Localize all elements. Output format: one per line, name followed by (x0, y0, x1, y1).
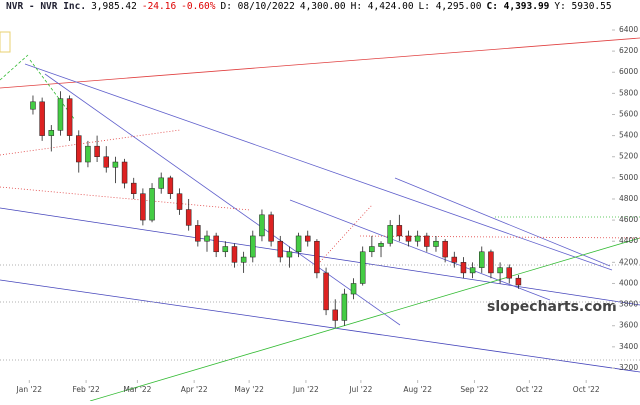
x-tick-label: May '22 (234, 385, 264, 394)
candle-body (140, 193, 146, 221)
candle-body (332, 309, 338, 321)
candle-body (85, 145, 91, 163)
y-tick-label: 5800 (619, 88, 638, 97)
candle-body (130, 182, 137, 194)
candle-body (295, 235, 302, 253)
candle-body (30, 101, 36, 110)
candle-body (112, 161, 119, 168)
candle-body (414, 235, 421, 242)
low: L: 4,295.00 (418, 1, 482, 12)
candle-body (76, 135, 82, 163)
candle-body (57, 98, 64, 131)
candle-body (304, 235, 311, 242)
candle-body (176, 193, 183, 210)
y-tick-label: 4200 (619, 257, 638, 266)
candle-body (149, 188, 155, 221)
candle-body (341, 293, 348, 321)
x-tick-label: Apr '22 (181, 385, 208, 394)
last-price: 3,985.42 (91, 1, 137, 12)
candle-body (185, 209, 192, 226)
candle-body (469, 267, 476, 274)
trendlines (0, 37, 640, 402)
candle-body (240, 256, 247, 263)
x-tick-label: Aug '22 (403, 385, 432, 394)
candle-body (359, 251, 366, 284)
candle-body (396, 225, 403, 237)
candle-body (39, 101, 45, 136)
candle-body (195, 225, 201, 242)
x-tick-label: Oct '22 (573, 385, 600, 394)
candle-body (460, 262, 467, 274)
candle-body (231, 246, 238, 263)
open: 4,300.00 (299, 1, 346, 12)
candle-body (442, 240, 448, 258)
change: -24.16 (141, 1, 177, 12)
y-tick-label: 3600 (619, 321, 638, 330)
candle-body (433, 240, 439, 247)
candle-body (222, 246, 229, 253)
x-tick-label: Mar '22 (123, 385, 151, 394)
y-tick-label: 4000 (619, 278, 638, 287)
marker-box (0, 31, 11, 53)
y-tick-label: 6000 (619, 67, 638, 76)
candle-body (488, 251, 494, 274)
candle-body (314, 240, 320, 274)
candle-body (277, 240, 284, 258)
candle-body (94, 145, 100, 157)
candle-body (451, 256, 458, 263)
candle-body (167, 177, 174, 194)
y-tick-label: 6400 (619, 25, 638, 34)
candle-body (48, 130, 55, 136)
y-tick-label: 4600 (619, 215, 638, 224)
watermark: slopecharts.com (487, 299, 617, 315)
candle-body (121, 161, 128, 184)
x-tick-label: Sep '22 (460, 385, 488, 394)
y-tick-label: 3400 (619, 342, 638, 351)
y-tick-label: 5400 (619, 131, 638, 140)
candle-body (378, 243, 384, 247)
change-pct: -0.60% (181, 1, 216, 12)
y-tick-label: 5200 (619, 152, 638, 161)
candle-body (268, 214, 274, 242)
candle-body (259, 214, 265, 237)
y-tick-label: 6200 (619, 46, 638, 55)
candle-body (213, 235, 219, 253)
candle-body (350, 283, 357, 295)
y-tick-label: 4400 (619, 236, 638, 245)
candle-body (405, 235, 412, 242)
y-value: Y: 5930.55 (554, 1, 612, 12)
high: H: 4,424.00 (350, 1, 414, 12)
candle-body (204, 235, 210, 242)
close: C: 4,393.99 (486, 1, 550, 12)
candle-body (387, 225, 393, 244)
candle-body (497, 267, 503, 274)
candle-body (515, 277, 522, 286)
x-tick-label: Feb '22 (72, 385, 99, 394)
candle-body (424, 235, 430, 247)
candle-body (158, 177, 164, 189)
date: D: 08/10/2022 (220, 1, 295, 12)
candle-body (286, 251, 293, 258)
candle-body (506, 267, 512, 279)
candle-body (479, 251, 485, 268)
candle-body (103, 156, 109, 168)
candle-body (369, 246, 375, 253)
y-tick-label: 3800 (619, 300, 638, 309)
y-tick-label: 3200 (619, 363, 638, 372)
y-tick-label: 5000 (619, 173, 638, 182)
x-tick-label: Jul '22 (348, 385, 372, 394)
candle-body (250, 235, 256, 258)
x-tick-label: Oct '22 (516, 385, 543, 394)
y-tick-label: 5600 (619, 109, 638, 118)
candle-body (66, 98, 73, 136)
candle-body (323, 272, 329, 311)
y-tick-label: 4800 (619, 194, 638, 203)
symbol: NVR - NVR Inc. (6, 1, 87, 12)
x-tick-label: Jun '22 (292, 385, 319, 394)
x-tick-label: Jan '22 (16, 385, 43, 394)
header: NVR - NVR Inc. 3,985.42 -24.16 -0.60% D:… (6, 1, 612, 12)
